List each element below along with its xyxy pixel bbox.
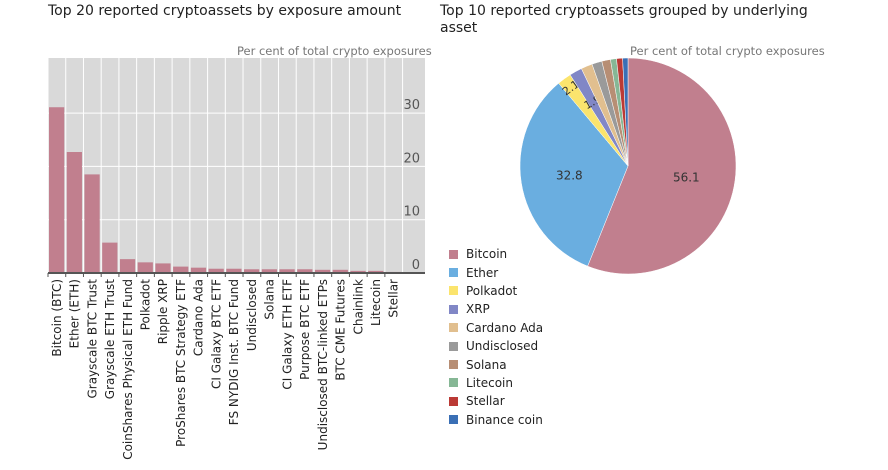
- legend-swatch: [449, 286, 458, 296]
- legend-swatch: [449, 304, 458, 314]
- legend-label: Binance coin: [466, 412, 543, 427]
- legend-swatch: [449, 249, 458, 259]
- x-tick-label: Undisclosed: [245, 279, 259, 351]
- legend-label: Undisclosed: [466, 339, 539, 354]
- x-tick-label: CoinShares Physical ETH Fund: [121, 279, 135, 460]
- legend-item: Bitcoin: [449, 245, 543, 263]
- legend-item: Undisclosed: [449, 337, 543, 355]
- legend-item: Litecoin: [449, 374, 543, 392]
- x-tick-label: ProShares BTC Strategy ETF: [174, 279, 188, 447]
- bar: [49, 107, 65, 273]
- y-tick-label: 10: [403, 205, 420, 220]
- pie-data-label: 56.1: [673, 170, 700, 184]
- x-tick-label: Purpose BTC ETF: [298, 279, 312, 380]
- pie-chart-title: Top 10 reported cryptoassets grouped by …: [440, 3, 808, 36]
- bar: [332, 269, 348, 273]
- pie-chart-subtitle: Per cent of total crypto exposures: [630, 44, 825, 58]
- legend-label: Ether: [466, 265, 499, 280]
- bar: [66, 152, 82, 273]
- bar: [368, 270, 384, 273]
- legend-label: Cardano Ada: [466, 320, 544, 335]
- x-tick-label: Bitcoin (BTC): [50, 279, 64, 357]
- legend-item: Ether: [449, 263, 543, 281]
- bar: [190, 267, 207, 273]
- x-tick-label: BTC CME Futures: [334, 279, 348, 381]
- bar: [173, 266, 189, 273]
- x-tick-label: CI Galaxy ETH ETF: [280, 279, 294, 390]
- legend-swatch: [449, 268, 458, 278]
- bar: [297, 269, 313, 273]
- legend-label: Litecoin: [466, 375, 513, 390]
- legend-swatch: [449, 378, 458, 388]
- x-tick-label: CI Galaxy BTC ETF: [209, 279, 223, 389]
- x-tick-label: Ether (ETH): [68, 279, 82, 348]
- legend-item: XRP: [449, 300, 543, 318]
- x-tick-label: Ripple XRP: [156, 279, 170, 344]
- y-tick-label: 20: [403, 151, 420, 166]
- bar: [119, 259, 136, 273]
- legend-item: Cardano Ada: [449, 319, 543, 337]
- bar: [350, 270, 366, 273]
- bar: [244, 269, 260, 273]
- y-tick-label: 30: [403, 98, 420, 113]
- legend-label: Stellar: [466, 394, 505, 409]
- x-tick-label: Polkadot: [139, 279, 153, 331]
- bar: [102, 242, 118, 273]
- x-tick-label: Stellar: [387, 279, 401, 318]
- x-tick-label: Solana: [263, 279, 277, 320]
- legend-label: Solana: [466, 357, 507, 372]
- x-tick-label: Undisclosed BTC-linked ETPs: [316, 279, 330, 450]
- x-tick-label: Grayscale ETH Trust: [103, 279, 117, 400]
- bar: [137, 262, 153, 273]
- legend-swatch: [449, 396, 458, 406]
- legend-label: Bitcoin: [466, 247, 508, 262]
- legend-item: Binance coin: [449, 411, 543, 429]
- legend-label: XRP: [466, 302, 490, 317]
- legend-swatch: [449, 341, 458, 351]
- legend-item: Polkadot: [449, 282, 543, 300]
- pie-slice: [519, 82, 629, 267]
- bar-chart-ylabel: Per cent of total crypto exposures: [237, 44, 432, 58]
- bar: [226, 268, 242, 273]
- bar: [84, 174, 100, 273]
- legend-swatch: [449, 415, 458, 425]
- bar-chart-title: Top 20 reported cryptoassets by exposure…: [48, 3, 402, 19]
- plot-background: [48, 58, 425, 273]
- bar: [208, 268, 224, 273]
- legend-swatch: [449, 323, 458, 333]
- pie-data-label: 32.8: [556, 168, 583, 182]
- bar: [314, 269, 331, 273]
- x-tick-label: Cardano Ada: [192, 279, 206, 356]
- pie-slice: [587, 57, 737, 275]
- legend-label: Polkadot: [466, 283, 518, 298]
- x-tick-label: FS NYDIG Inst. BTC Fund: [227, 279, 241, 425]
- x-tick-label: Chainlink: [351, 279, 365, 335]
- bar: [155, 263, 171, 273]
- legend-item: Stellar: [449, 392, 543, 410]
- pie-slice: [622, 57, 629, 167]
- x-tick-label: Grayscale BTC Trust: [85, 279, 99, 399]
- bar: [279, 269, 295, 273]
- legend-item: Solana: [449, 355, 543, 373]
- pie-legend: Bitcoin Ether Polkadot XRP Cardano Ada Undisc…: [449, 245, 543, 429]
- y-tick-label: 0: [412, 258, 420, 273]
- legend-swatch: [449, 360, 458, 370]
- x-tick-label: Litecoin: [369, 279, 383, 326]
- bar: [261, 269, 277, 273]
